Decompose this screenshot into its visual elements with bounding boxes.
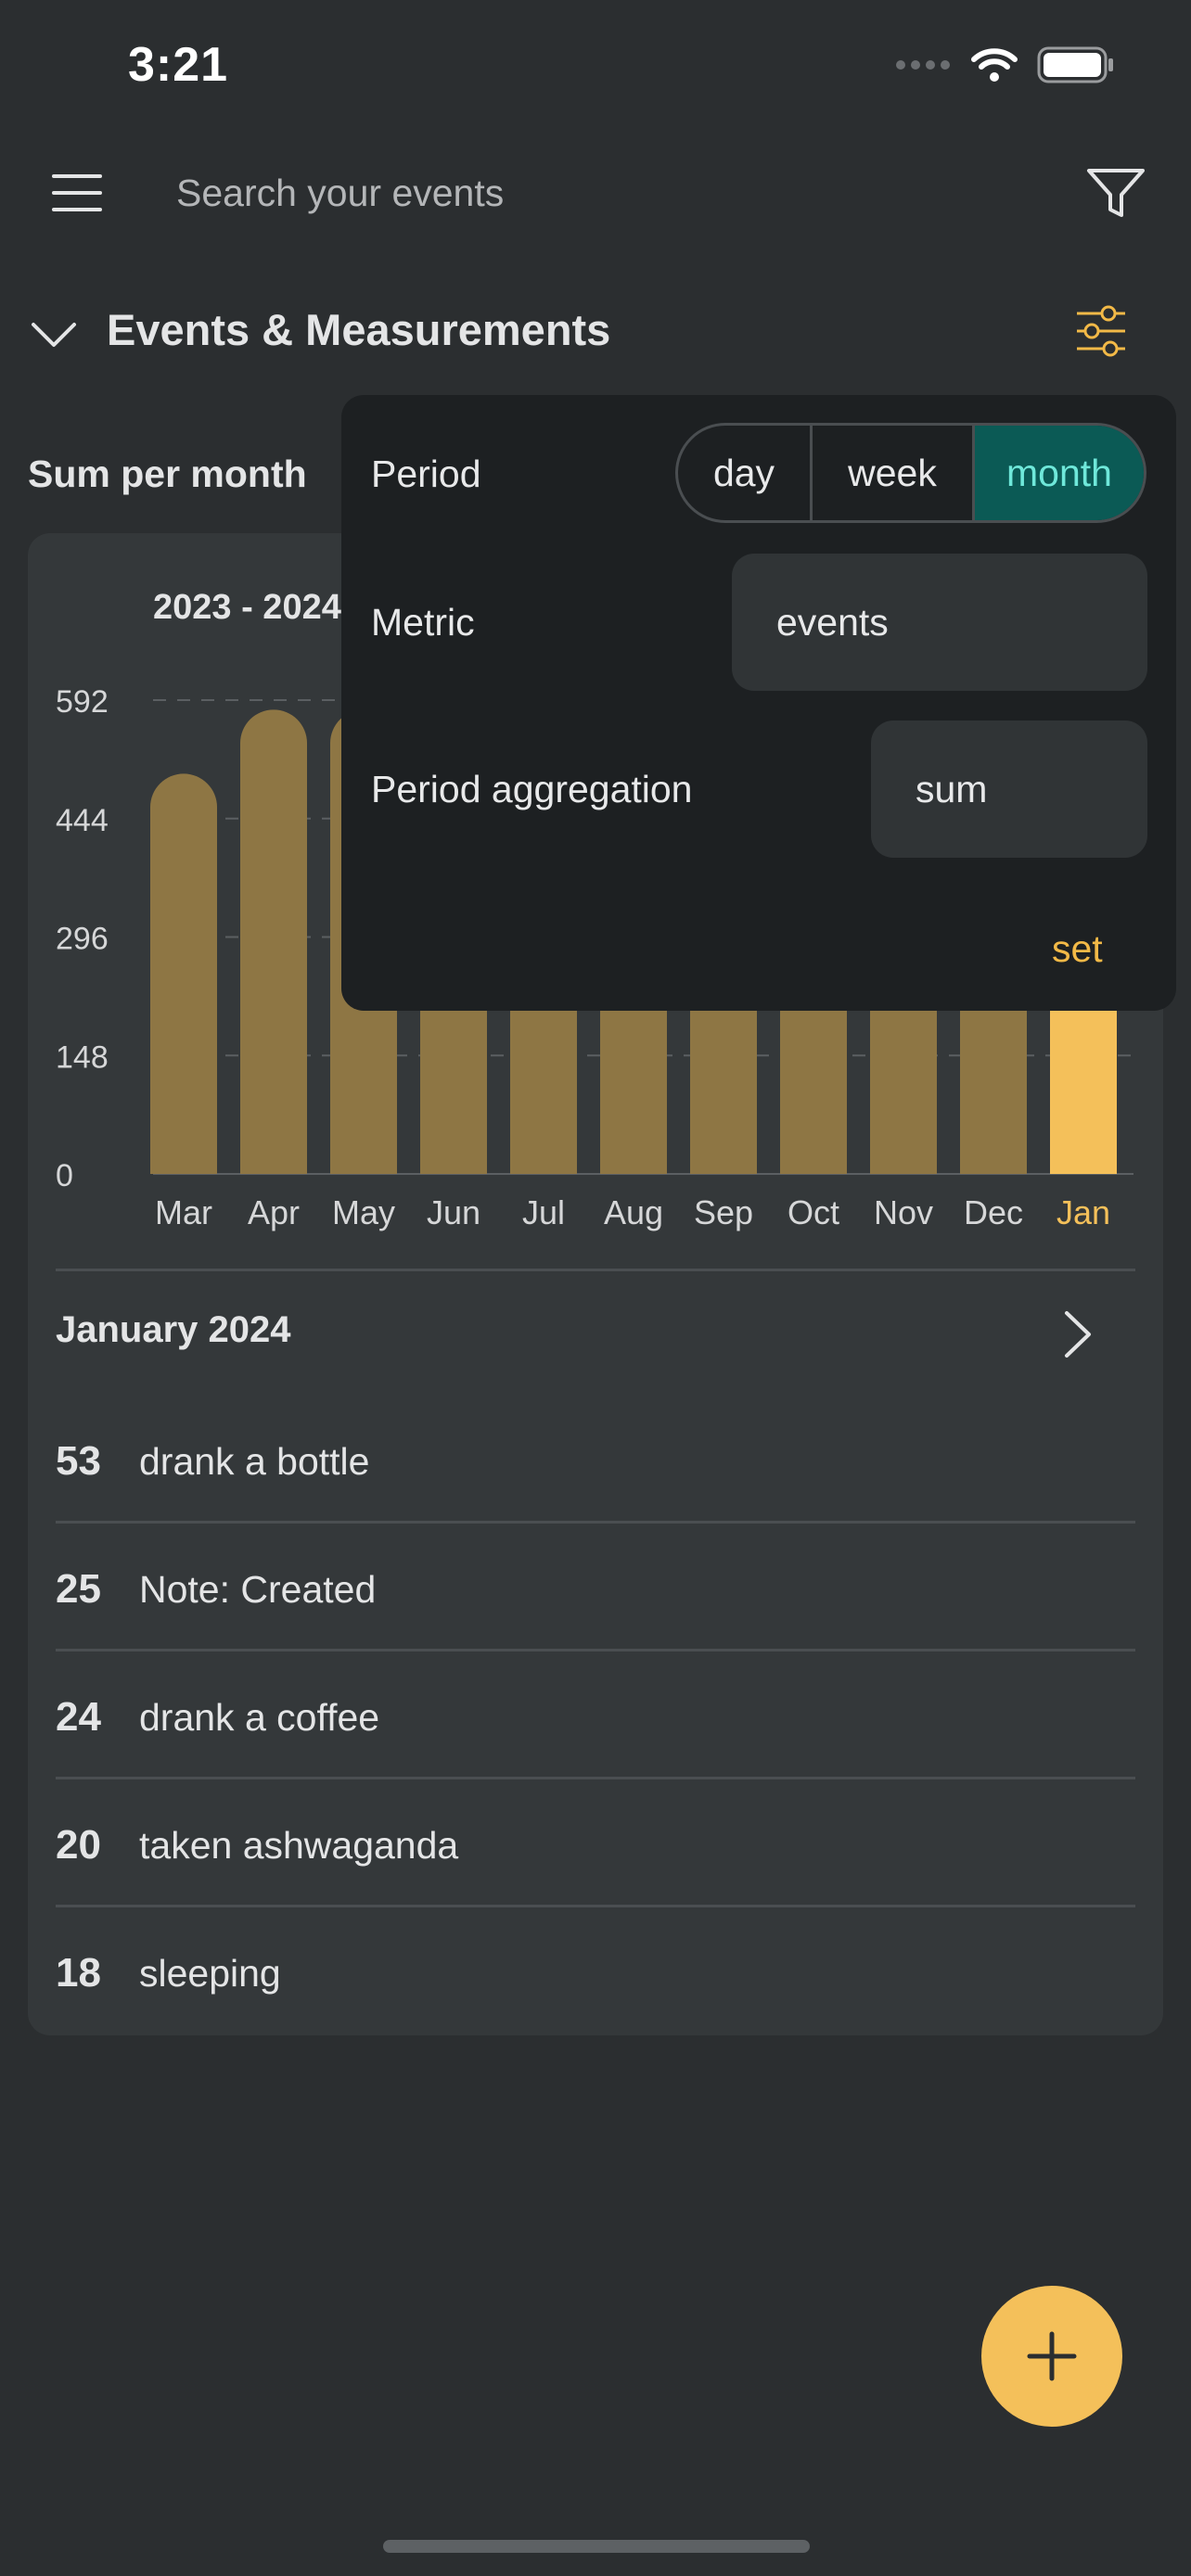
period-option-month[interactable]: month [975,426,1144,520]
item-count: 25 [56,1566,101,1612]
section-title: Events & Measurements [107,305,611,354]
month-list-title: January 2024 [56,1309,291,1350]
period-label: Period [371,453,481,495]
next-month-button[interactable] [1056,1307,1098,1361]
x-tick-label: Dec [964,1193,1023,1231]
x-tick-label: Oct [788,1193,839,1231]
list-divider [56,1905,1135,1907]
battery-icon [1037,46,1113,83]
x-tick-label: Mar [155,1193,212,1231]
chart-settings-button[interactable] [1071,302,1131,360]
item-label: Note: Created [139,1568,377,1611]
metric-select[interactable]: events [732,554,1147,691]
x-tick-label: Aug [604,1193,663,1231]
y-tick-label: 0 [56,1158,73,1193]
list-divider [56,1521,1135,1524]
x-tick-label: Sep [694,1193,753,1231]
period-selector: day week month [675,423,1146,523]
status-icons [896,46,1115,83]
menu-button[interactable] [46,165,108,221]
list-item[interactable]: 25 Note: Created [56,1524,1135,1651]
bar-apr [240,709,307,1174]
y-tick-label: 148 [56,1039,109,1075]
add-event-button[interactable] [981,2286,1122,2427]
list-item[interactable]: 24 drank a coffee [56,1651,1135,1779]
search-input[interactable] [176,162,992,223]
hamburger-icon [52,174,102,211]
plus-icon [1027,2331,1077,2381]
aggregation-label: Period aggregation [371,768,693,810]
item-label: sleeping [139,1952,281,1995]
item-label: drank a bottle [139,1440,370,1483]
item-label: taken ashwaganda [139,1824,459,1867]
aggregation-select[interactable]: sum [871,721,1147,858]
list-divider [56,1649,1135,1651]
set-button[interactable]: set [1052,927,1103,970]
collapse-section-button[interactable] [28,312,80,356]
bar-mar [150,773,217,1174]
y-tick-label: 296 [56,922,109,957]
aggregation-value: sum [916,767,988,810]
wifi-icon [971,48,1018,82]
x-tick-label: Jun [427,1193,480,1231]
item-label: drank a coffee [139,1696,380,1739]
list-item[interactable]: 53 drank a bottle [56,1396,1135,1524]
chevron-down-icon [32,323,76,347]
x-tick-label: Apr [248,1193,300,1231]
signal-icon [896,60,950,70]
home-indicator [383,2540,810,2553]
metric-label: Metric [371,601,475,644]
x-tick-label: Jul [522,1193,565,1231]
period-option-day[interactable]: day [678,426,813,520]
period-option-week[interactable]: week [813,426,975,520]
item-count: 24 [56,1694,101,1740]
filter-icon [1087,169,1145,217]
x-tick-label: Jan [1057,1193,1110,1231]
chevron-right-icon [1065,1311,1091,1358]
item-count: 53 [56,1438,101,1484]
metric-value: events [776,600,889,644]
x-tick-label: Nov [874,1193,933,1231]
list-item[interactable]: 18 sleeping [56,1907,1135,2035]
chart-title: 2023 - 2024 [153,588,341,627]
list-item[interactable]: 20 taken ashwaganda [56,1779,1135,1907]
status-time: 3:21 [128,38,229,92]
x-tick-label: May [332,1193,395,1231]
chart-divider [56,1269,1135,1271]
summary-label: Sum per month [28,453,307,495]
y-tick-label: 444 [56,803,109,838]
list-divider [56,1777,1135,1779]
filter-button[interactable] [1083,163,1148,223]
y-tick-label: 592 [56,684,109,720]
sliders-icon [1077,305,1125,357]
item-count: 20 [56,1822,101,1868]
item-count: 18 [56,1950,101,1996]
